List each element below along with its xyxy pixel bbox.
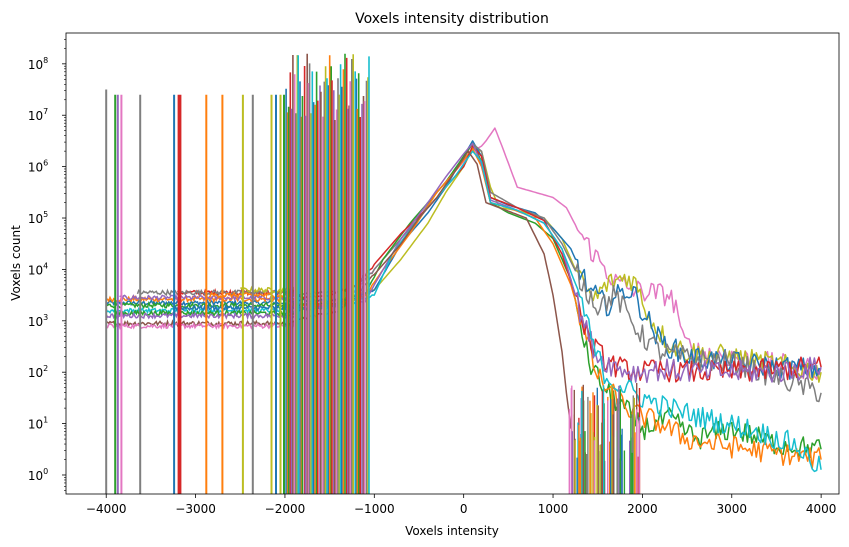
x-tick-label-5: 1000 — [538, 502, 569, 516]
chart-title: Voxels intensity distribution — [355, 11, 549, 27]
y-tick-label-6: 106 — [28, 159, 48, 175]
x-tick-label-7: 3000 — [716, 502, 747, 516]
low-intensity-series-7 — [136, 288, 296, 298]
y-tick-exponent: 5 — [43, 210, 48, 219]
y-tick-exponent: 6 — [43, 159, 48, 168]
y-tick-base: 10 — [28, 315, 43, 329]
series-layer — [105, 53, 822, 494]
y-tick-label-0: 100 — [28, 467, 48, 483]
y-axis-label: Voxels count — [9, 225, 23, 301]
x-axis-label: Voxels intensity — [405, 524, 499, 538]
y-tick-label-7: 107 — [28, 107, 48, 123]
x-tick-label-2: −2000 — [265, 502, 306, 516]
low-intensity-series-1 — [106, 294, 296, 304]
x-tick-label-3: −1000 — [354, 502, 395, 516]
y-tick-exponent: 0 — [43, 467, 48, 476]
y-tick-exponent: 3 — [43, 313, 48, 322]
x-tick-label-8: 4000 — [806, 502, 837, 516]
distribution-series-6 — [293, 145, 822, 383]
plot-frame — [65, 32, 840, 495]
low-intensity-series-13 — [105, 311, 296, 321]
distribution-series-4 — [293, 142, 822, 459]
low-intensity-series-6 — [106, 321, 296, 331]
y-tick-label-5: 105 — [28, 210, 48, 226]
x-tick-label-6: 2000 — [627, 502, 658, 516]
y-tick-base: 10 — [28, 366, 43, 380]
distribution-series-8 — [293, 150, 822, 473]
y-tick-exponent: 7 — [43, 107, 48, 116]
y-tick-label-2: 102 — [28, 364, 48, 380]
x-axis: −4000 −3000 −2000 −1000 0 1000 2000 3000 4000 — [86, 494, 836, 516]
x-tick-label-4: 0 — [460, 502, 468, 516]
y-tick-base: 10 — [28, 58, 43, 72]
low-intensity-series-0 — [105, 298, 296, 307]
y-tick-base: 10 — [28, 469, 43, 483]
x-tick-label-1: −3000 — [175, 502, 216, 516]
y-tick-label-1: 101 — [28, 416, 48, 432]
low-intensity-series-10 — [172, 303, 296, 313]
y-tick-exponent: 1 — [43, 416, 48, 425]
y-tick-base: 10 — [28, 263, 43, 277]
y-tick-base: 10 — [28, 161, 43, 175]
y-tick-exponent: 8 — [43, 56, 48, 65]
y-tick-label-4: 104 — [28, 261, 48, 277]
y-tick-base: 10 — [28, 109, 43, 123]
x-tick-label-0: −4000 — [86, 502, 127, 516]
y-tick-label-8: 108 — [28, 56, 48, 72]
y-tick-label-3: 103 — [28, 313, 48, 329]
y-tick-base: 10 — [28, 418, 43, 432]
y-tick-base: 10 — [28, 212, 43, 226]
y-tick-exponent: 2 — [43, 364, 48, 373]
y-tick-exponent: 4 — [43, 261, 48, 270]
